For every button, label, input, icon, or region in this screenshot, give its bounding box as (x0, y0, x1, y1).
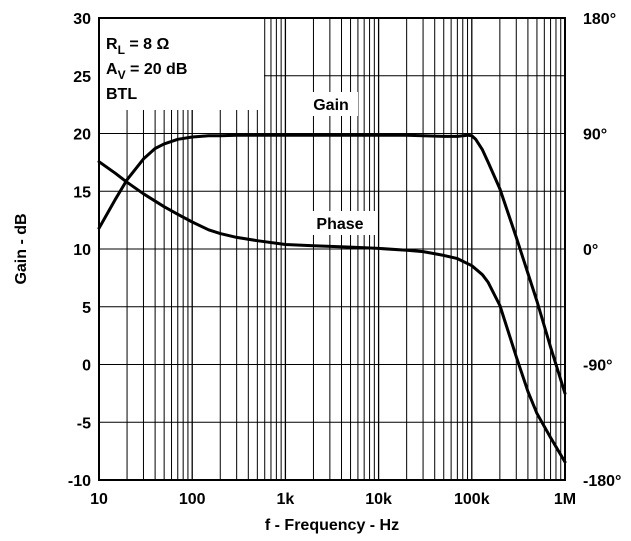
gain-curve (97, 133, 567, 395)
y2-tick-label: 180° (583, 11, 616, 28)
y-tick-label: 25 (73, 69, 91, 86)
plot-frame (98, 17, 566, 481)
conditions-box-background (99, 18, 264, 110)
curves (97, 133, 567, 464)
av-subscript: V (118, 68, 126, 82)
config-condition: BTL (106, 86, 137, 103)
series-label-phase-background (304, 211, 376, 235)
y2-tick-label: 0° (583, 242, 598, 259)
x-tick-label: 100 (179, 491, 206, 508)
y-tick-label: 0 (82, 358, 91, 375)
x-tick-label: 1k (277, 491, 295, 508)
series-label-gain: Gain (313, 97, 349, 114)
right-axis-ticks: 180° 90° 0° -90° -180° (583, 11, 621, 490)
series-label-phase: Phase (316, 216, 363, 233)
phase-curve (97, 160, 567, 464)
y2-tick-label: -90° (583, 358, 613, 375)
av-symbol: A (106, 61, 118, 78)
x-tick-label: 10 (90, 491, 108, 508)
conditions-box: RL = 8 Ω AV = 20 dB BTL (99, 18, 264, 110)
av-value: = 20 dB (126, 61, 188, 78)
left-axis-ticks: 30 25 20 15 10 5 0 -5 -10 (68, 11, 91, 490)
rl-subscript: L (118, 43, 125, 57)
x-tick-label: 100k (454, 491, 490, 508)
rl-condition: RL = 8 Ω (106, 36, 169, 57)
y-tick-label: 10 (73, 242, 91, 259)
y-axis-title: Gain - dB (13, 213, 30, 284)
av-condition: AV = 20 dB (106, 61, 187, 82)
y-tick-label: 15 (73, 184, 91, 201)
x-tick-label: 10k (365, 491, 392, 508)
x-tick-label: 1M (554, 491, 576, 508)
y-tick-label: 20 (73, 127, 91, 144)
series-label-gain-background (304, 92, 358, 116)
rl-symbol: R (106, 36, 118, 53)
y-tick-label: -5 (77, 415, 91, 432)
y-tick-label: 5 (82, 300, 91, 317)
y2-tick-label: -180° (583, 473, 621, 490)
rl-value: = 8 Ω (125, 36, 170, 53)
x-axis-title: f - Frequency - Hz (265, 517, 399, 534)
y-tick-label: 30 (73, 11, 91, 28)
y-tick-label: -10 (68, 473, 91, 490)
bottom-axis-ticks: 10 100 1k 10k 100k 1M (90, 491, 576, 508)
y2-tick-label: 90° (583, 127, 607, 144)
